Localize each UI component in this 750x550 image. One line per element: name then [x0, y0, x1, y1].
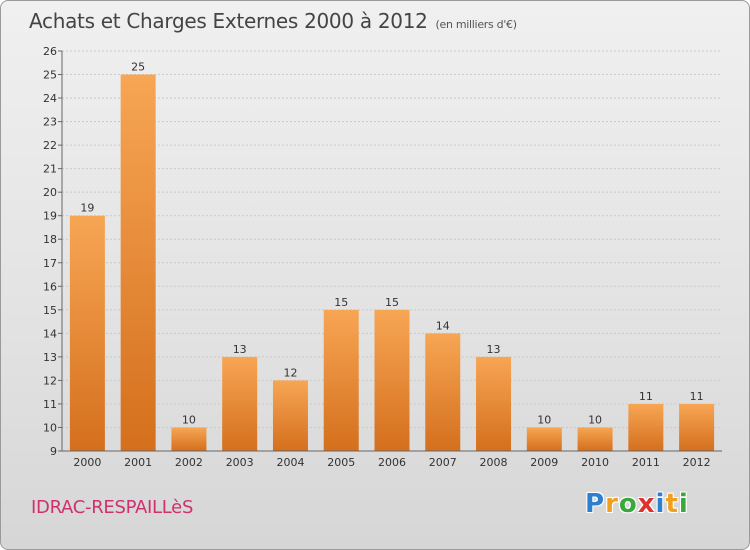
bar [171, 427, 207, 451]
y-tick-label: 10 [43, 421, 57, 434]
bar-value-label: 12 [283, 366, 297, 379]
y-tick-label: 15 [43, 304, 57, 317]
proxiti-logo[interactable]: Proxiti [585, 489, 689, 519]
bar [476, 356, 512, 451]
y-tick-label: 20 [43, 186, 57, 199]
x-tick-label: 2008 [480, 456, 508, 469]
y-tick-label: 19 [43, 210, 57, 223]
x-tick-label: 2002 [175, 456, 203, 469]
bar-value-label: 10 [537, 413, 551, 426]
x-tick-label: 2000 [73, 456, 101, 469]
bars: 19 25 10 13 12 15 15 14 13 10 10 11 11 [69, 61, 715, 451]
y-tick-label: 25 [43, 69, 57, 82]
logo-letter: x [637, 489, 656, 519]
x-tick-label: 2005 [327, 456, 355, 469]
y-tick-label: 16 [43, 280, 57, 293]
chart-subtitle: (en milliers d'€) [435, 18, 517, 31]
y-tick-label: 23 [43, 116, 57, 129]
x-tick-label: 2009 [530, 456, 558, 469]
x-tick-label: 2010 [581, 456, 609, 469]
x-tick-label: 2003 [226, 456, 254, 469]
bar [323, 309, 359, 451]
bar-value-label: 13 [487, 343, 501, 356]
bar [69, 215, 105, 451]
bar-value-label: 10 [182, 413, 196, 426]
bar-value-label: 14 [436, 319, 450, 332]
bar-value-label: 25 [131, 61, 145, 74]
logo-letter: i [678, 489, 689, 519]
bar [374, 309, 410, 451]
bar [577, 427, 613, 451]
y-tick-label: 22 [43, 139, 57, 152]
x-tick-label: 2007 [429, 456, 457, 469]
bar-value-label: 11 [690, 390, 704, 403]
logo-letter: o [618, 489, 638, 519]
logo-letter: i [655, 489, 666, 519]
x-tick-label: 2006 [378, 456, 406, 469]
x-tick-label: 2004 [276, 456, 304, 469]
logo-letter: t [665, 489, 679, 519]
y-tick-label: 21 [43, 163, 57, 176]
commune-name: IDRAC-RESPAILLèS [31, 497, 194, 518]
bar-value-label: 13 [233, 343, 247, 356]
x-tick-label: 2012 [683, 456, 711, 469]
y-tick-label: 18 [43, 233, 57, 246]
bar-value-label: 10 [588, 413, 602, 426]
x-tick-label: 2011 [632, 456, 660, 469]
y-tick-label: 13 [43, 351, 57, 364]
y-tick-label: 14 [43, 327, 57, 340]
bar [425, 333, 461, 451]
logo-letter: P [585, 489, 606, 519]
axes: 9 10 11 12 13 14 15 16 17 18 19 20 21 22 23 24 25 26 2000 2… [43, 45, 722, 469]
x-tick-label: 2001 [124, 456, 152, 469]
bar [222, 356, 258, 451]
bar [628, 403, 664, 451]
y-tick-label: 17 [43, 257, 57, 270]
bar [526, 427, 562, 451]
bar-value-label: 19 [80, 202, 94, 215]
bar [679, 403, 715, 451]
logo-letter: r [605, 489, 619, 519]
y-tick-label: 26 [43, 45, 57, 58]
bar [120, 74, 156, 451]
y-tick-label: 12 [43, 374, 57, 387]
page-title: Achats et Charges Externes 2000 à 2012 (e… [29, 9, 517, 33]
bar-value-label: 15 [385, 296, 399, 309]
y-tick-label: 9 [50, 445, 57, 458]
bar [272, 380, 308, 451]
bar-value-label: 11 [639, 390, 653, 403]
bar-value-label: 15 [334, 296, 348, 309]
chart-title: Achats et Charges Externes 2000 à 2012 [29, 9, 428, 33]
y-tick-label: 11 [43, 398, 57, 411]
y-tick-label: 24 [43, 92, 57, 105]
